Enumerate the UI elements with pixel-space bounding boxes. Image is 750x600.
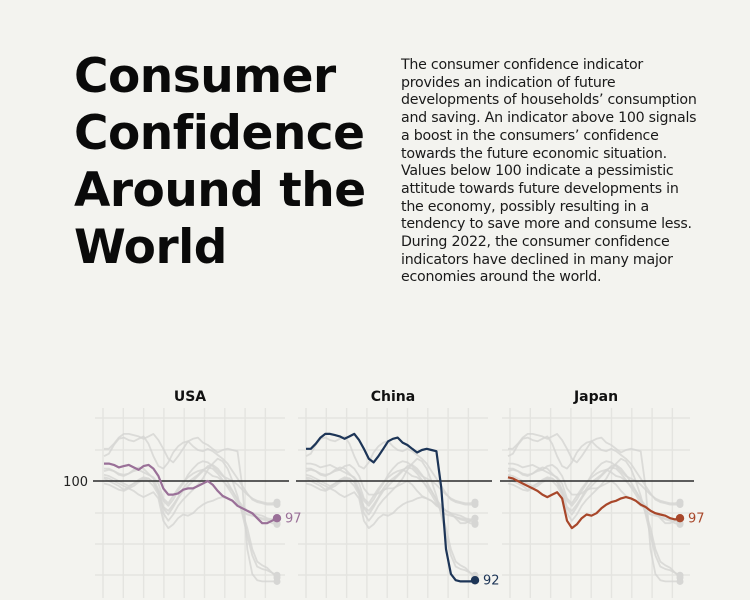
highlight-lines	[104, 432, 685, 585]
series-usa	[104, 462, 282, 525]
title-line-4: World	[74, 220, 227, 275]
series-china	[306, 432, 480, 585]
title-line-1: Consumer	[74, 49, 336, 104]
chart-svg: 97 USA 92 China 97 Japan 100	[63, 389, 705, 598]
end-point-marker	[470, 576, 480, 585]
reference-value-label: 100	[63, 475, 88, 490]
end-point-marker	[675, 514, 685, 523]
page-title: Consumer Confidence Around the World	[74, 48, 384, 276]
end-value-label: 97	[285, 512, 302, 527]
title-line-2: Confidence	[74, 106, 365, 161]
gridlines	[95, 408, 690, 598]
description-paragraph: The consumer confidence indicator provid…	[401, 57, 697, 286]
title-line-3: Around the	[74, 163, 366, 218]
chart-labels: 97 USA 92 China 97 Japan 100	[63, 389, 704, 589]
end-value-label: 92	[483, 574, 500, 589]
series-japan	[507, 476, 685, 530]
small-multiples-chart: 97 USA 92 China 97 Japan 100	[0, 370, 750, 600]
end-value-label: 97	[688, 512, 705, 527]
panel-title-china: China	[371, 389, 415, 405]
panel-title-japan: Japan	[573, 389, 618, 405]
end-point-marker	[272, 514, 282, 523]
panel-title-usa: USA	[174, 389, 206, 405]
context-lines	[103, 433, 684, 585]
